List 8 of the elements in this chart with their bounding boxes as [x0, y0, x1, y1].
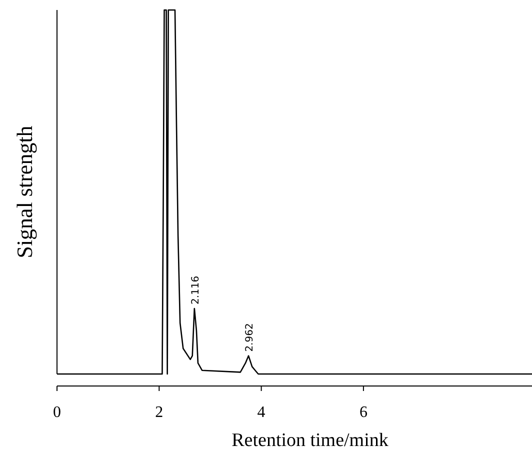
annotation: 2.962 — [244, 323, 256, 352]
x-tick-label: 6 — [359, 404, 368, 421]
x-tick-label: 0 — [53, 404, 61, 421]
y-axis-title: Signal strength — [12, 126, 37, 258]
x-axis-title: Retention time/mink — [232, 430, 389, 451]
annotation: 2.116 — [190, 276, 202, 304]
x-tick-label: 4 — [257, 404, 266, 421]
x-tick-label: 2 — [155, 404, 164, 421]
